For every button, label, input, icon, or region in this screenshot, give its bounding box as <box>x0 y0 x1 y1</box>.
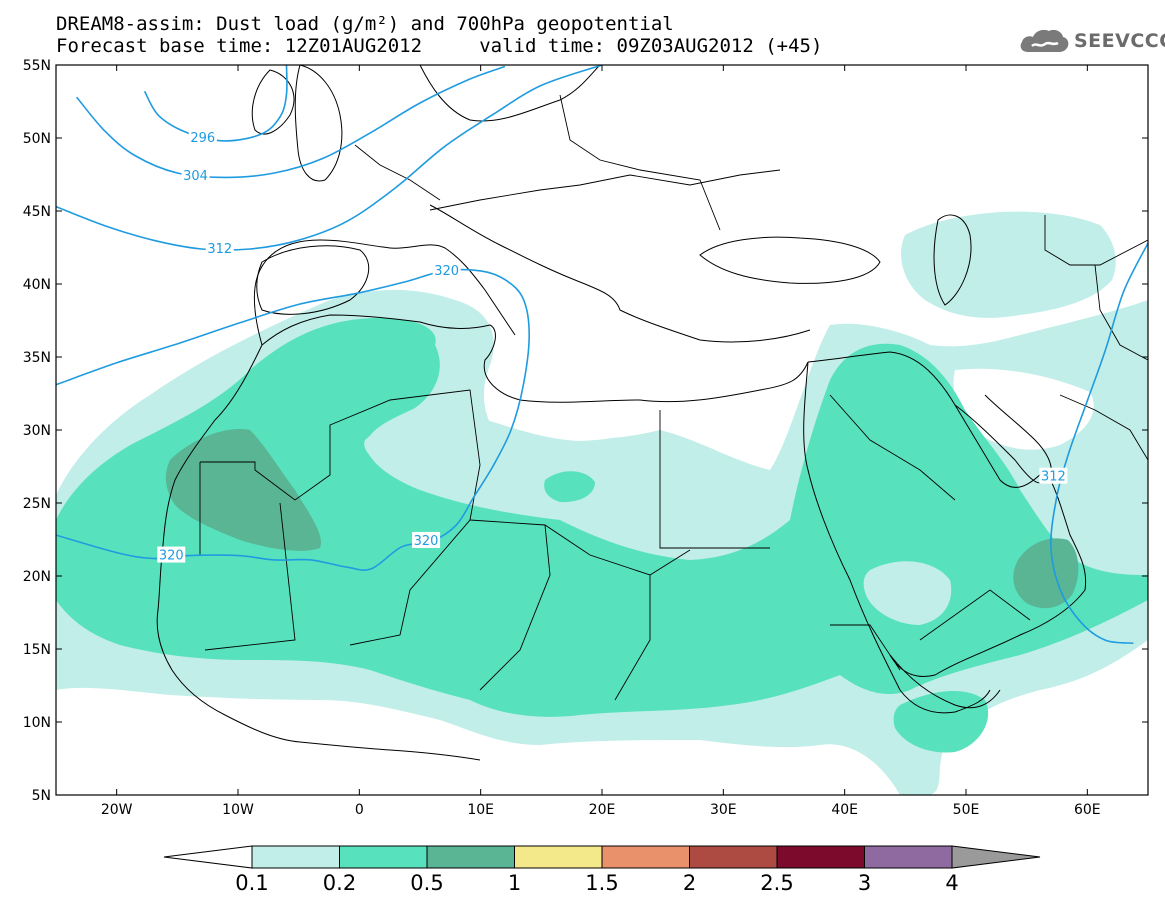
lon-tick-label: 60E <box>1074 802 1101 818</box>
dust-area-0-5 <box>1013 538 1079 609</box>
contour-label-bg <box>432 261 461 278</box>
contour-label-bg <box>412 531 441 548</box>
lat-tick-label: 25N <box>23 496 51 512</box>
colorbar-label: 0.2 <box>323 871 356 895</box>
dust-area-0-2 <box>56 318 1148 717</box>
colorbar-segment <box>426 845 515 869</box>
colorbar-label: 2 <box>683 871 696 895</box>
colorbar-label: 4 <box>945 871 958 895</box>
lon-tick-label: 50E <box>953 802 980 818</box>
contour-labels: 296 304 312 320 320 320 312 <box>157 129 1068 564</box>
colorbar-segment <box>251 845 340 869</box>
lon-tick-label: 20W <box>101 802 133 818</box>
lat-tick-label: 55N <box>23 58 51 74</box>
geopotential-contour-line <box>1050 242 1148 644</box>
dust-shading <box>56 211 1148 795</box>
contour-label: 312 <box>1041 470 1066 485</box>
colorbar-segment <box>601 845 690 869</box>
contour-label-bg <box>157 546 186 563</box>
contour-label: 320 <box>434 264 459 279</box>
geopotential-contour-line <box>56 65 603 251</box>
lat-tick-label: 5N <box>32 788 51 804</box>
contour-label: 320 <box>414 534 439 549</box>
lon-tick-label: 10E <box>467 802 494 818</box>
lat-tick-label: 30N <box>23 423 51 439</box>
lat-tick-label: 10N <box>23 715 51 731</box>
contour-label-bg <box>181 166 210 183</box>
lon-tick-label: 30E <box>710 802 737 818</box>
lat-tick-label: 20N <box>23 569 51 585</box>
contour-label: 312 <box>207 242 232 257</box>
contour-label: 304 <box>183 169 208 184</box>
lat-tick-label: 45N <box>23 204 51 220</box>
lat-tick-label: 15N <box>23 642 51 658</box>
lon-tick-label: 0 <box>355 802 364 818</box>
contour-label: 296 <box>190 131 215 146</box>
contour-label-bg <box>205 239 234 256</box>
colorbar-segment <box>514 845 603 869</box>
map-subtitle: Forecast base time: 12Z01AUG2012 valid t… <box>56 35 823 57</box>
map-title: DREAM8-assim: Dust load (g/m²) and 700hP… <box>56 13 674 35</box>
colorbar-label: 3 <box>858 871 871 895</box>
colorbar-segment <box>339 845 428 869</box>
geopotential-contour-line <box>143 65 288 142</box>
contour-label-bg <box>1039 467 1068 484</box>
colorbar-segment <box>864 845 953 869</box>
lat-tick-label: 50N <box>23 131 51 147</box>
logo-wordmark: SEEVCCC <box>1074 30 1165 52</box>
axis-ticks: 20W 10W 0 10E 20E 30E 40E 50E 60E 55N 50N 45N 40N 35N… <box>23 58 1148 818</box>
colorbar-over-triangle <box>951 845 1041 869</box>
colorbar-label: 0.5 <box>410 871 443 895</box>
colorbar-label: 0.1 <box>235 871 268 895</box>
lat-tick-label: 35N <box>23 350 51 366</box>
cloud-icon <box>1020 29 1069 52</box>
colorbar-under-triangle <box>163 845 253 869</box>
country-borders <box>199 94 1148 701</box>
colorbar-segment <box>689 845 778 869</box>
colorbar-label: 2.5 <box>760 871 793 895</box>
lat-tick-label: 40N <box>23 277 51 293</box>
lon-tick-label: 20E <box>589 802 616 818</box>
colorbar: 0.1 0.2 0.5 1 1.5 2 2.5 3 4 <box>163 845 1041 895</box>
geopotential-contours <box>56 65 1148 644</box>
colorbar-label: 1.5 <box>585 871 618 895</box>
dust-area-0-1 <box>901 211 1116 318</box>
colorbar-segment <box>776 845 865 869</box>
geopotential-contour-line <box>56 268 531 571</box>
lon-tick-label: 10W <box>222 802 254 818</box>
geopotential-contour-line <box>75 65 506 179</box>
lon-tick-label: 40E <box>831 802 858 818</box>
contour-label-bg <box>188 129 217 145</box>
coastlines <box>156 65 1087 761</box>
seevccc-logo: SEEVCCC <box>1018 24 1165 58</box>
contour-label: 320 <box>159 549 184 564</box>
colorbar-label: 1 <box>508 871 521 895</box>
